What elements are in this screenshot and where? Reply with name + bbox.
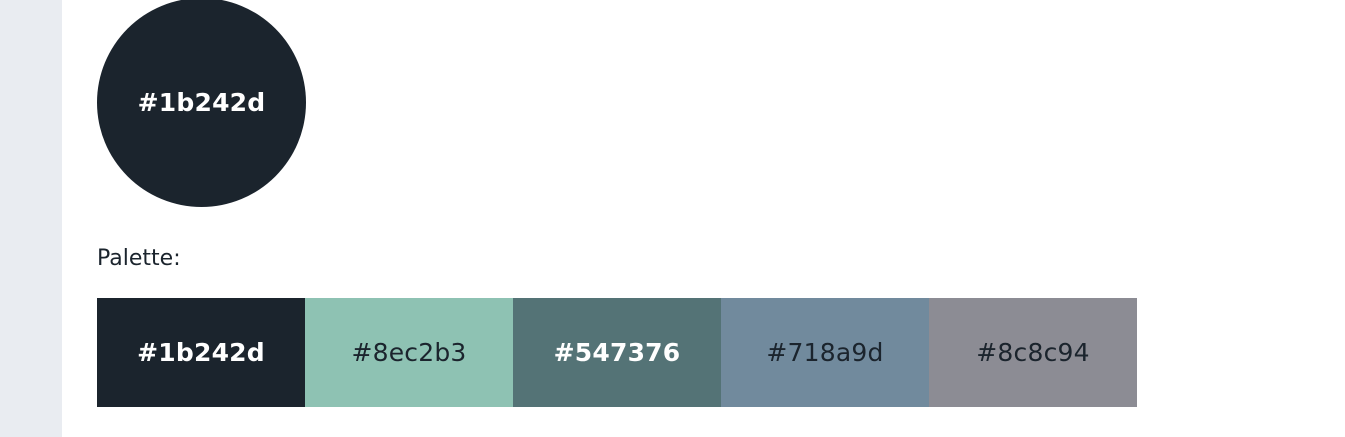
palette-swatch: #1b242d	[97, 298, 305, 407]
content-panel: #1b242d Palette: #1b242d #8ec2b3 #547376…	[62, 0, 1345, 437]
palette-row: #1b242d #8ec2b3 #547376 #718a9d #8c8c94	[97, 298, 1137, 407]
palette-swatch: #547376	[513, 298, 721, 407]
sidebar-strip	[0, 0, 62, 437]
palette-swatch: #718a9d	[721, 298, 929, 407]
palette-swatch: #8ec2b3	[305, 298, 513, 407]
palette-swatch: #8c8c94	[929, 298, 1137, 407]
dominant-color-circle: #1b242d	[97, 0, 306, 207]
palette-heading: Palette:	[97, 246, 181, 271]
